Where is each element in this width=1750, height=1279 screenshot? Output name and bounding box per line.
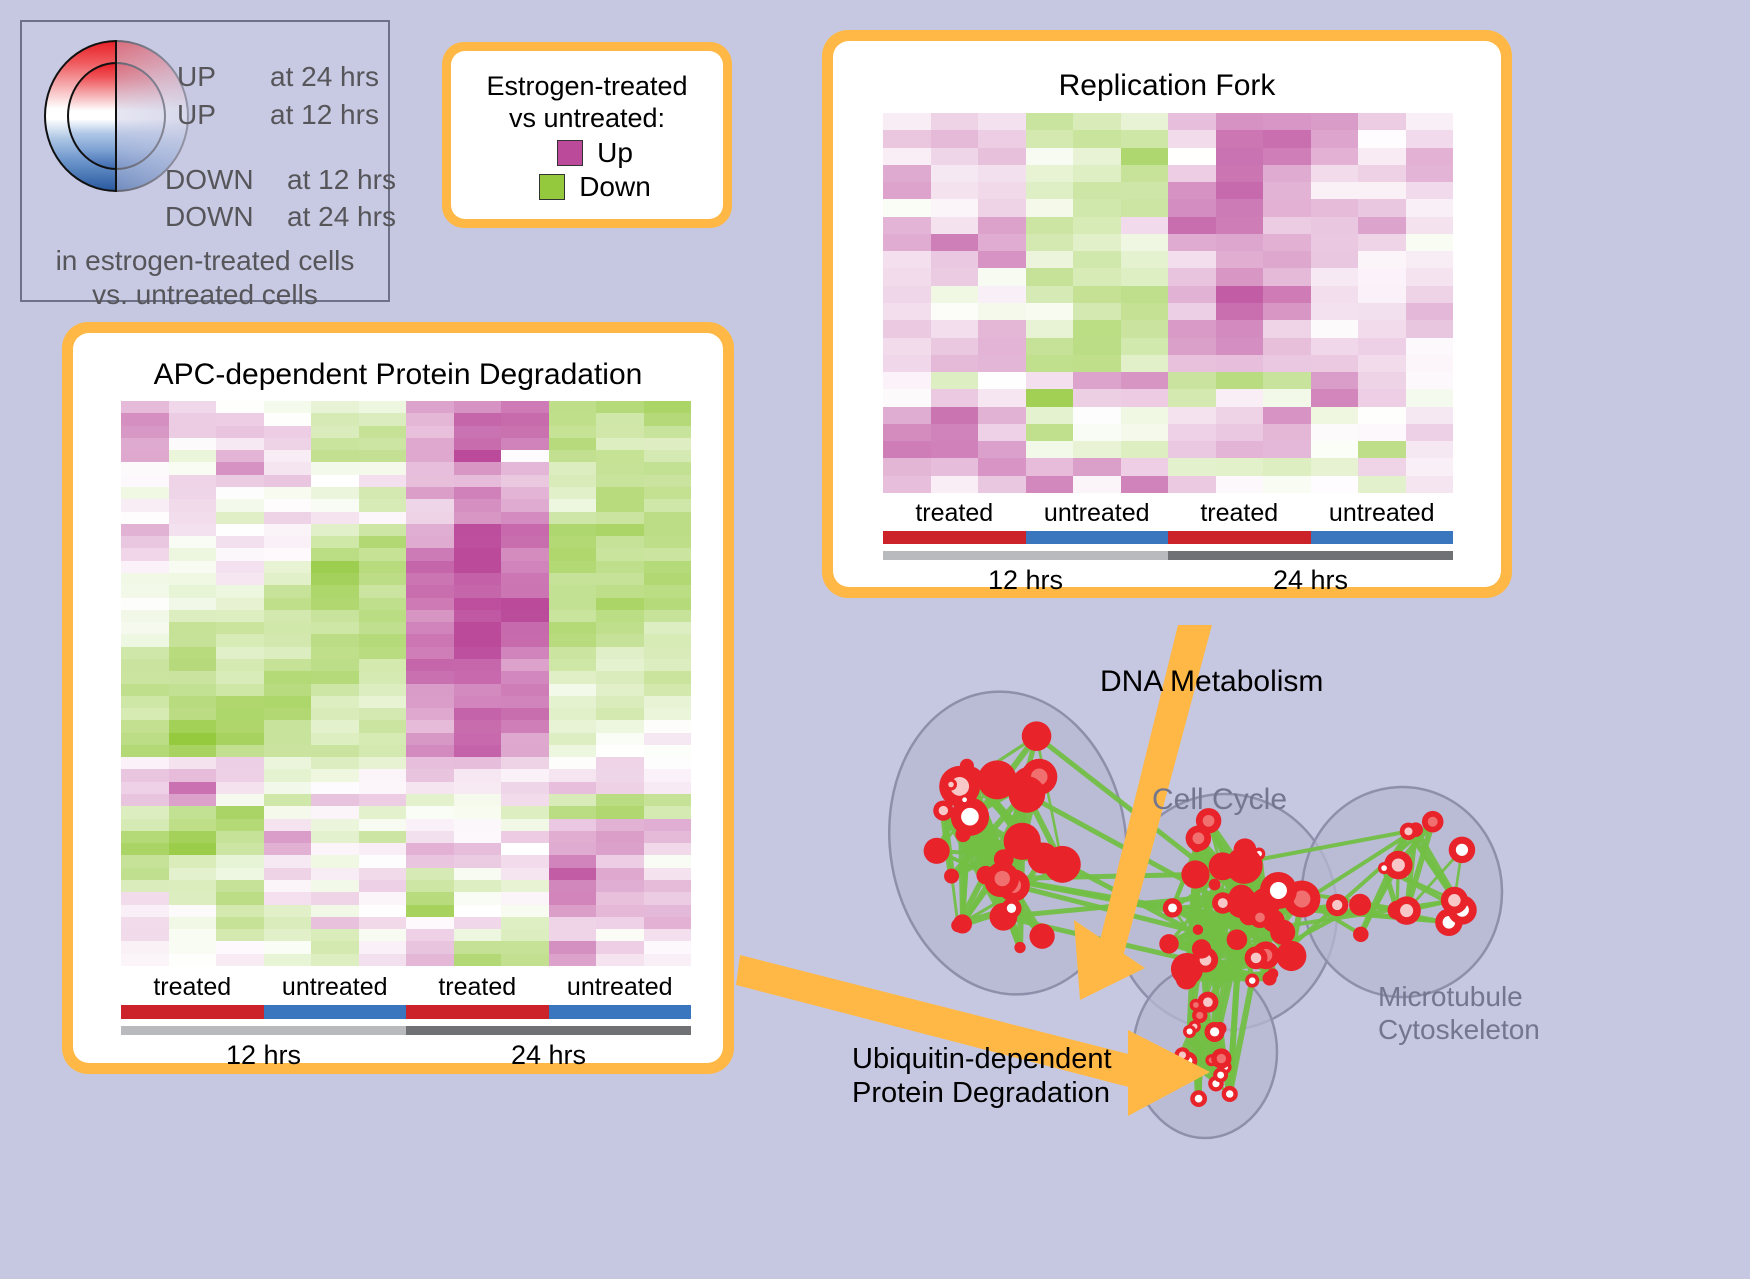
wheel-fade-overlay [116, 40, 189, 192]
wheel-caption-line1: in estrogen-treated cells [55, 245, 355, 276]
replication-fork-title: Replication Fork [1058, 69, 1276, 102]
apc-heatmap [121, 401, 691, 966]
rf-sample-labels: treated untreated treated untreated [883, 499, 1453, 528]
replication-fork-heatmap [883, 113, 1453, 493]
apc-sample-labels: treated untreated treated untreated [121, 973, 691, 1002]
legend-key-down: Down [523, 171, 651, 203]
rf-sample-label-2: treated [1200, 499, 1279, 527]
apc-sample-label-0: treated [153, 973, 232, 1001]
down-color-swatch [539, 173, 566, 200]
wheel-label-up-12: UP [177, 99, 216, 130]
wheel-label-down-24: DOWN [165, 201, 254, 232]
apc-timepoint-color-bar [121, 1026, 691, 1035]
cluster-label-dna-metabolism: DNA Metabolism [1100, 665, 1324, 698]
cluster-label-microtubule-cytoskeleton: Microtubule Cytoskeleton [1378, 981, 1540, 1046]
apc-treatment-color-bar [121, 1005, 691, 1019]
panel-replication-fork: Replication Fork treated untreated treat… [822, 30, 1512, 598]
panel-apc-protein-degradation: APC-dependent Protein Degradation treate… [62, 322, 734, 1074]
apc-title: APC-dependent Protein Degradation [153, 358, 643, 391]
legend-key-down-label: Down [579, 170, 651, 202]
cluster-label-cell-cycle: Cell Cycle [1152, 783, 1288, 816]
apc-time-label-12: 12 hrs [225, 1040, 302, 1070]
wheel-time-down-12: at 12 hrs [287, 164, 396, 195]
rf-time-label-24: 24 hrs [1272, 565, 1349, 595]
legend-title-line2: vs untreated: [508, 103, 666, 133]
rf-time-label-12: 12 hrs [987, 565, 1064, 595]
wheel-label-up-24: UP [177, 61, 216, 92]
apc-sample-label-1: untreated [281, 973, 388, 1001]
rf-time-labels: 12 hrs 24 hrs [883, 565, 1453, 596]
rf-sample-label-0: treated [915, 499, 994, 527]
wheel-time-up-12: at 12 hrs [270, 99, 379, 130]
rf-sample-label-1: untreated [1043, 499, 1150, 527]
rf-treatment-color-bar [883, 531, 1453, 544]
apc-time-labels: 12 hrs 24 hrs [121, 1040, 691, 1071]
apc-time-label-24: 24 hrs [510, 1040, 587, 1070]
up-color-swatch [557, 139, 584, 166]
legend-key-up: Up [541, 137, 633, 169]
expression-direction-wheel [44, 40, 189, 200]
rf-timepoint-color-bar [883, 551, 1453, 560]
rf-sample-label-3: untreated [1328, 499, 1435, 527]
up-down-legend-card: Estrogen-treated vs untreated: Up Down [442, 42, 732, 228]
expression-direction-legend: UP at 24 hrs UP at 12 hrs DOWN at 12 hrs… [20, 20, 396, 310]
wheel-label-down-12: DOWN [165, 164, 254, 195]
apc-sample-label-2: treated [438, 973, 517, 1001]
wheel-time-up-24: at 24 hrs [270, 61, 379, 92]
wheel-caption-line2: vs. untreated cells [92, 279, 318, 310]
legend-key-up-label: Up [597, 136, 633, 168]
apc-sample-label-3: untreated [566, 973, 673, 1001]
wheel-time-down-24: at 24 hrs [287, 201, 396, 232]
wheel-axis-line [115, 40, 117, 192]
cluster-label-ubiquitin-degradation: Ubiquitin-dependent Protein Degradation [852, 1043, 1112, 1110]
legend-title-line1: Estrogen-treated [486, 71, 688, 102]
